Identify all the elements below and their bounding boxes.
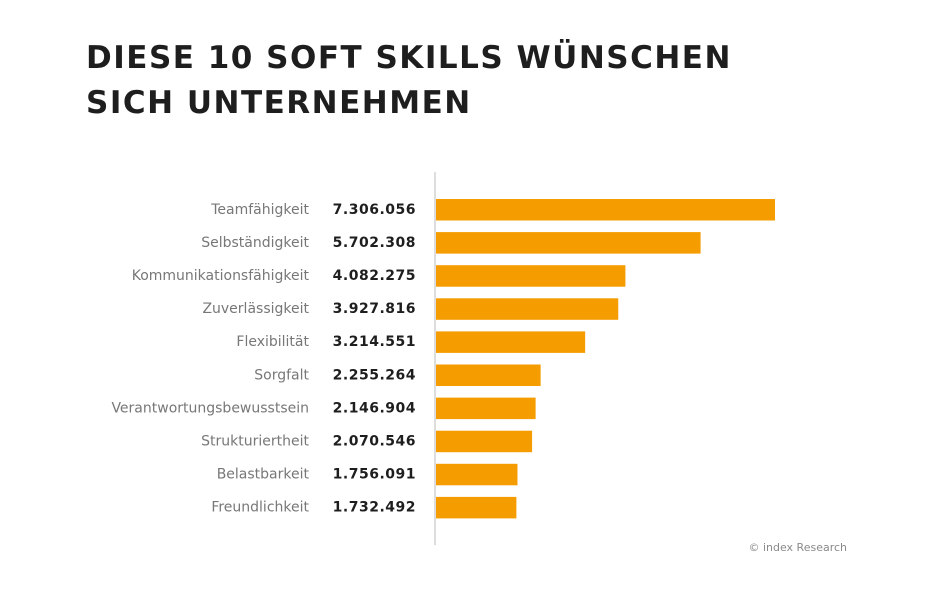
bar [436, 463, 518, 486]
value-label: 1.732.492 [333, 500, 416, 516]
value-label: 2.255.264 [333, 367, 416, 383]
value-label: 3.214.551 [333, 334, 416, 350]
value-label: 3.927.816 [333, 301, 416, 317]
category-label: Freundlichkeit [211, 500, 309, 516]
bar [436, 232, 701, 254]
bar [436, 331, 586, 353]
value-label: 1.756.091 [333, 467, 416, 483]
bar [436, 265, 626, 287]
value-label: 4.082.275 [333, 268, 416, 284]
chart-title-line1: DIESE 10 SOFT SKILLS WÜNSCHEN [86, 40, 732, 76]
value-label: 2.146.904 [333, 400, 416, 416]
chart-title-line2: SICH UNTERNEHMEN [86, 85, 472, 121]
bar [436, 397, 536, 420]
source-credit: © index Research [748, 541, 847, 554]
bar [436, 298, 619, 320]
value-label: 5.702.308 [333, 235, 416, 251]
value-label: 7.306.056 [333, 202, 416, 218]
category-labels-group: Teamfähigkeit Selbständigkeit Kommunikatio… [111, 202, 309, 516]
category-label: Selbständigkeit [201, 235, 309, 251]
category-label: Verantwortungsbewusstsein [111, 400, 309, 416]
value-label: 2.070.546 [333, 433, 416, 449]
bar [436, 364, 541, 386]
category-label: Zuverlässigkeit [202, 301, 309, 317]
bar [436, 199, 775, 221]
category-label: Teamfähigkeit [210, 202, 309, 218]
chart-title: DIESE 10 SOFT SKILLS WÜNSCHEN SICH UNTER… [86, 36, 732, 126]
category-label: Sorgfalt [254, 367, 309, 383]
bar [436, 496, 517, 519]
value-labels-group: 7.306.056 5.702.308 4.082.275 3.927.816 3.21… [333, 202, 416, 516]
category-label: Flexibilität [236, 334, 309, 350]
bars-group [436, 199, 775, 519]
category-label: Strukturiertheit [201, 433, 309, 449]
category-label: Belastbarkeit [217, 467, 310, 483]
category-label: Kommunikationsfähigkeit [132, 268, 310, 284]
bar [436, 430, 533, 453]
